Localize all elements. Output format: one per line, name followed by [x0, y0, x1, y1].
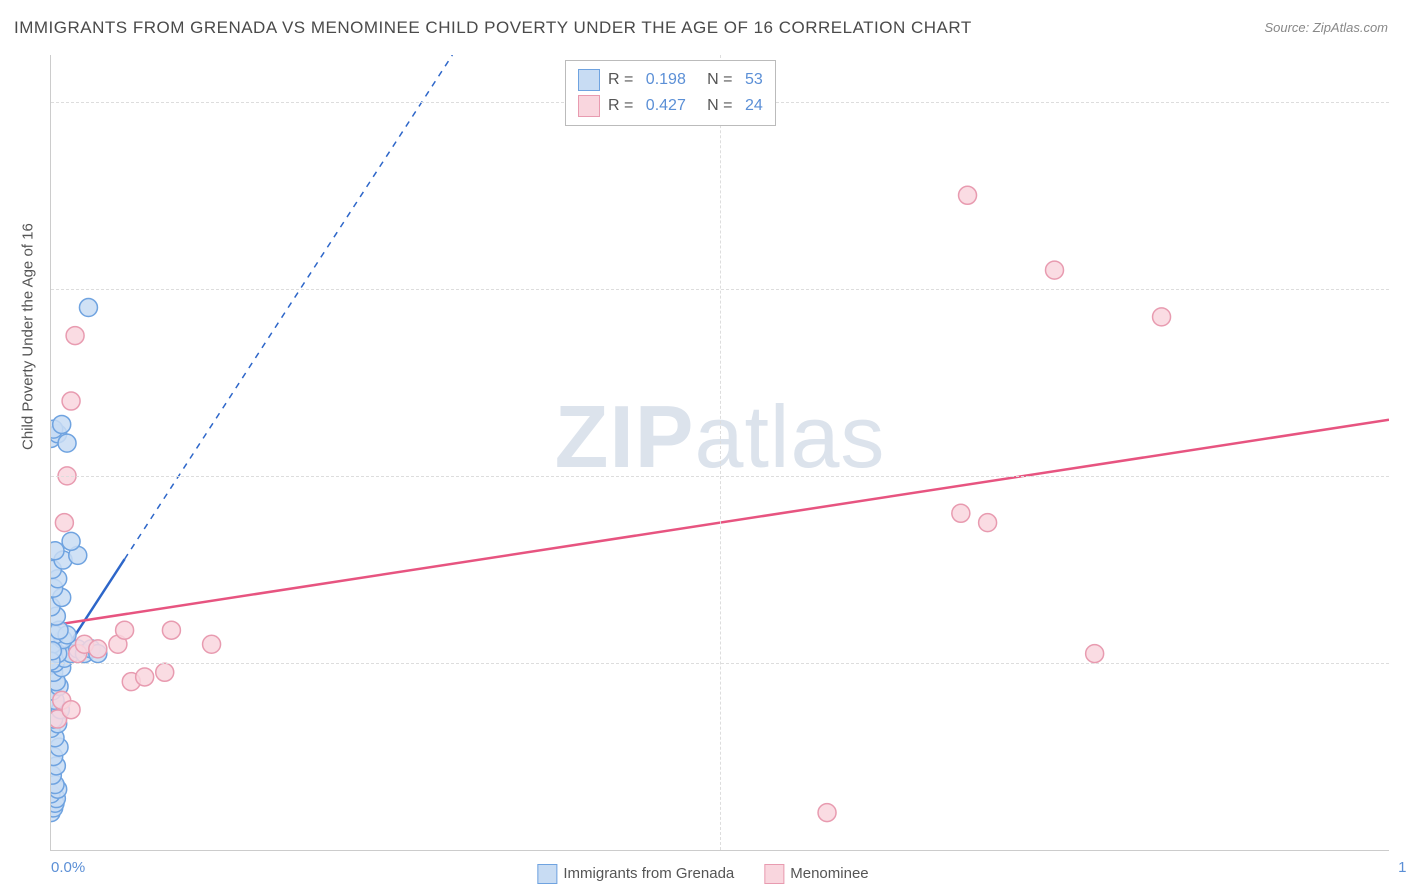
y-axis-label: Child Poverty Under the Age of 16 [20, 223, 37, 450]
legend-r-value: 0.427 [646, 93, 686, 119]
chart-title: IMMIGRANTS FROM GRENADA VS MENOMINEE CHI… [14, 18, 972, 38]
scatter-plot-area: ZIPatlas 20.0%40.0%60.0%80.0%0.0%100.0% [50, 55, 1389, 851]
x-tick-label: 0.0% [51, 859, 85, 876]
stats-legend-row: R = 0.427 N = 24 [578, 93, 763, 119]
legend-swatch [578, 69, 600, 91]
legend-r-label: R = [608, 93, 638, 119]
stats-legend: R = 0.198 N = 53R = 0.427 N = 24 [565, 60, 776, 126]
legend-r-label: R = [608, 67, 638, 93]
series-legend-label: Immigrants from Grenada [563, 865, 734, 882]
source-attribution: Source: ZipAtlas.com [1264, 20, 1388, 35]
legend-swatch [537, 864, 557, 884]
legend-n-value: 53 [745, 67, 763, 93]
legend-swatch [578, 95, 600, 117]
y-tick-label: 40.0% [1399, 467, 1406, 484]
series-legend: Immigrants from Grenada Menominee [537, 864, 868, 884]
series-legend-item: Immigrants from Grenada [537, 864, 734, 884]
stats-legend-row: R = 0.198 N = 53 [578, 67, 763, 93]
x-tick-label: 100.0% [1389, 859, 1406, 876]
y-tick-label: 20.0% [1399, 654, 1406, 671]
gridline-vertical [720, 55, 721, 850]
series-legend-item: Menominee [764, 864, 868, 884]
legend-swatch [764, 864, 784, 884]
y-tick-label: 80.0% [1399, 93, 1406, 110]
legend-n-value: 24 [745, 93, 763, 119]
y-tick-label: 60.0% [1399, 280, 1406, 297]
legend-n-label: N = [694, 67, 737, 93]
legend-n-label: N = [694, 93, 737, 119]
legend-r-value: 0.198 [646, 67, 686, 93]
series-legend-label: Menominee [790, 865, 868, 882]
